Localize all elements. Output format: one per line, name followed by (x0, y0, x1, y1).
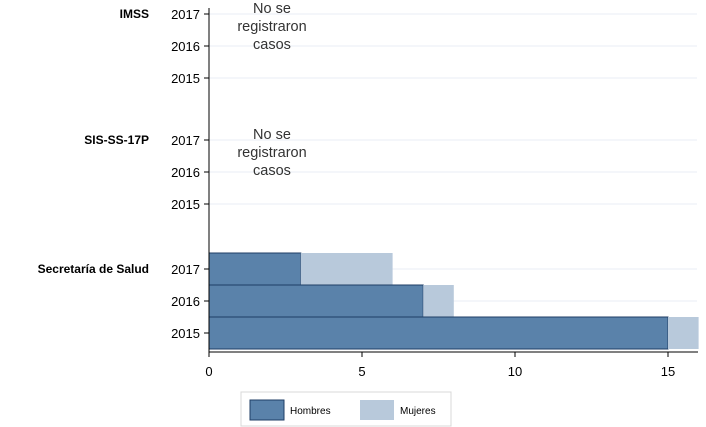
y-tick-label: 2017 (171, 133, 200, 148)
y-tick-label: 2015 (171, 197, 200, 212)
y-tick-label: 2016 (171, 294, 200, 309)
x-tick-label: 0 (205, 364, 212, 379)
bar-hombres (208, 252, 302, 286)
legend: Hombres Mujeres (240, 391, 452, 427)
x-tick-label: 10 (508, 364, 522, 379)
x-tick-label: 5 (358, 364, 365, 379)
no-cases-annotation: registraron (237, 19, 306, 35)
legend-swatch-hombres (249, 399, 285, 421)
bars (208, 252, 699, 350)
group-label: IMSS (120, 7, 149, 21)
no-cases-annotation: No se (253, 127, 291, 143)
bar-hombres (208, 284, 424, 318)
bar-hombres (208, 316, 669, 350)
group-label: SIS-SS-17P (84, 133, 149, 147)
bar-mujeres (300, 253, 393, 285)
y-tick-label: 2015 (171, 326, 200, 341)
y-tick-label: 2016 (171, 39, 200, 54)
no-cases-annotation: registraron (237, 145, 306, 161)
y-tick-label: 2017 (171, 262, 200, 277)
y-tick-label: 2017 (171, 7, 200, 22)
labels: IMSS 2017 2016 2015 No se registraron casos SIS… (38, 1, 676, 379)
legend-swatch-mujeres (360, 400, 394, 420)
legend-label: Mujeres (400, 406, 436, 417)
axes (204, 8, 698, 357)
y-tick-label: 2015 (171, 71, 200, 86)
group-label: Secretaría de Salud (38, 262, 149, 276)
legend-label: Hombres (290, 406, 331, 417)
y-tick-label: 2016 (171, 165, 200, 180)
no-cases-annotation: casos (253, 163, 291, 179)
bar-mujeres (668, 317, 699, 349)
no-cases-annotation: No se (253, 1, 291, 17)
bar-mujeres (423, 285, 454, 317)
no-cases-annotation: casos (253, 37, 291, 53)
x-tick-label: 15 (661, 364, 675, 379)
